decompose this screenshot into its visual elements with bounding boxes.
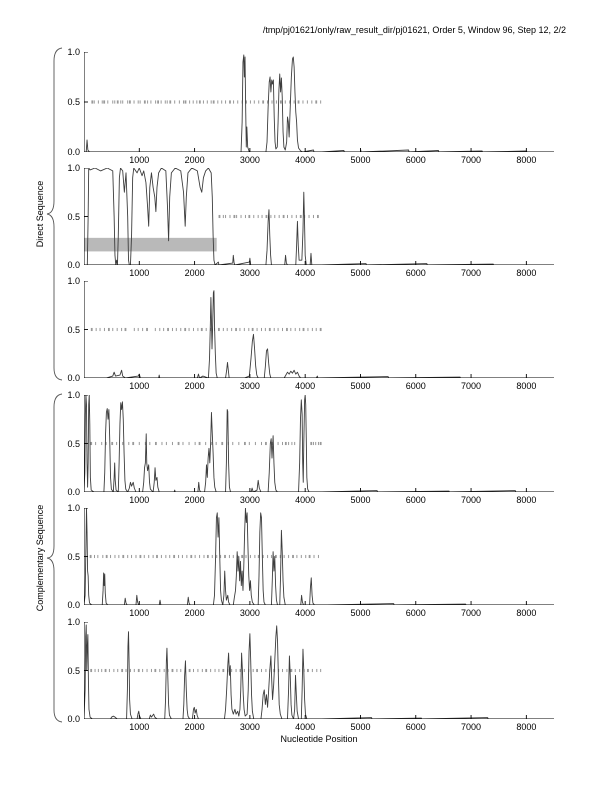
x-tick-label: 2000	[184, 608, 205, 618]
x-tick-label: 6000	[405, 381, 426, 391]
coding-probability-trace	[84, 625, 551, 719]
x-tick-label: 8000	[516, 268, 537, 278]
panel-3-direct-frame-3: 0.0 0.5 1.0 1000 2000 3000 4000 5000 6000 7000 800…	[0, 276, 612, 394]
x-tick-label: 6000	[405, 608, 426, 618]
probability-trace-plot	[84, 395, 554, 492]
y-tick-label: 0.5	[67, 665, 80, 676]
x-tick-label: 4000	[295, 381, 316, 391]
probability-trace-plot	[84, 622, 554, 719]
y-tick-label: 1.0	[67, 276, 80, 286]
y-tick-label: 0.0	[67, 373, 80, 383]
probability-trace-plot	[84, 52, 554, 152]
x-tick-label: 5000	[350, 608, 371, 618]
x-tick-label: 2000	[184, 381, 205, 391]
plot-title: /tmp/pj01621/only/raw_result_dir/pj01621…	[262, 25, 566, 35]
panel-2-direct-frame-2: 0.0 0.5 1.0 1000 2000 3000 4000 5000 6000 7000 800…	[0, 163, 612, 281]
x-tick-label: 1000	[129, 268, 150, 278]
x-tick-label: 8000	[516, 381, 537, 391]
x-tick-label: 5000	[350, 381, 371, 391]
x-tick-label: 6000	[405, 268, 426, 278]
y-tick-label: 0.5	[67, 211, 80, 222]
y-tick-label: 0.0	[67, 714, 80, 724]
x-tick-label: 2000	[184, 268, 205, 278]
x-tick-label: 3000	[239, 268, 260, 278]
x-tick-label: 7000	[461, 495, 482, 505]
x-tick-label: 1000	[129, 722, 150, 732]
y-tick-label: 0.5	[67, 551, 80, 562]
coding-probability-trace	[84, 55, 551, 152]
x-tick-label: 3000	[239, 381, 260, 391]
y-tick-label: 0.0	[67, 487, 80, 497]
x-tick-label: 5000	[350, 495, 371, 505]
x-tick-label: 7000	[461, 155, 482, 165]
panel-6-complementary-frame-3: 0.0 0.5 1.0 1000 2000 3000 4000 5000 6000 7000 800…	[0, 617, 612, 735]
x-tick-label: 7000	[461, 722, 482, 732]
x-tick-label: 4000	[295, 268, 316, 278]
x-tick-label: 4000	[295, 155, 316, 165]
panel-1-direct-frame-1: 0.0 0.5 1.0 1000 2000 3000 4000 5000 6000 7000 800…	[0, 47, 612, 168]
coding-probability-trace	[84, 395, 551, 492]
probability-trace-plot	[84, 508, 554, 605]
y-tick-label: 0.0	[67, 600, 80, 610]
x-tick-label: 6000	[405, 155, 426, 165]
x-tick-label: 1000	[129, 155, 150, 165]
y-tick-label: 0.0	[67, 260, 80, 270]
probability-trace-plot	[84, 281, 554, 378]
x-tick-label: 7000	[461, 268, 482, 278]
x-tick-label: 7000	[461, 608, 482, 618]
x-tick-label: 3000	[239, 722, 260, 732]
x-axis-title: Nucleotide Position	[280, 734, 358, 744]
x-tick-label: 1000	[129, 495, 150, 505]
x-tick-label: 2000	[184, 495, 205, 505]
panel-5-complementary-frame-2: 0.0 0.5 1.0 1000 2000 3000 4000 5000 6000 7000 800…	[0, 503, 612, 621]
x-tick-label: 8000	[516, 608, 537, 618]
highlight-region	[84, 237, 217, 252]
x-tick-label: 8000	[516, 722, 537, 732]
y-tick-label: 1.0	[67, 503, 80, 513]
x-tick-label: 1000	[129, 381, 150, 391]
coding-probability-trace	[84, 291, 551, 378]
y-tick-label: 0.5	[67, 438, 80, 449]
y-tick-label: 1.0	[67, 47, 80, 57]
y-tick-label: 1.0	[67, 390, 80, 400]
coding-probability-trace	[84, 508, 551, 605]
x-tick-label: 8000	[516, 495, 537, 505]
x-tick-label: 4000	[295, 608, 316, 618]
x-tick-label: 8000	[516, 155, 537, 165]
x-tick-label: 5000	[350, 155, 371, 165]
y-tick-label: 0.0	[67, 147, 80, 157]
probability-trace-plot	[84, 168, 554, 265]
x-tick-label: 3000	[239, 155, 260, 165]
x-tick-label: 3000	[239, 495, 260, 505]
coding-probability-trace	[84, 168, 551, 265]
x-tick-label: 7000	[461, 381, 482, 391]
x-tick-label: 6000	[405, 495, 426, 505]
x-tick-label: 1000	[129, 608, 150, 618]
y-tick-label: 1.0	[67, 163, 80, 173]
y-tick-label: 1.0	[67, 617, 80, 627]
x-tick-label: 3000	[239, 608, 260, 618]
x-tick-label: 5000	[350, 268, 371, 278]
panel-4-complementary-frame-1: 0.0 0.5 1.0 1000 2000 3000 4000 5000 6000 7000 800…	[0, 390, 612, 508]
y-tick-label: 0.5	[67, 97, 80, 107]
x-tick-label: 6000	[405, 722, 426, 732]
x-tick-label: 4000	[295, 495, 316, 505]
y-tick-label: 0.5	[67, 324, 80, 335]
x-tick-label: 4000	[295, 722, 316, 732]
x-tick-label: 2000	[184, 155, 205, 165]
x-tick-label: 2000	[184, 722, 205, 732]
x-tick-label: 5000	[350, 722, 371, 732]
